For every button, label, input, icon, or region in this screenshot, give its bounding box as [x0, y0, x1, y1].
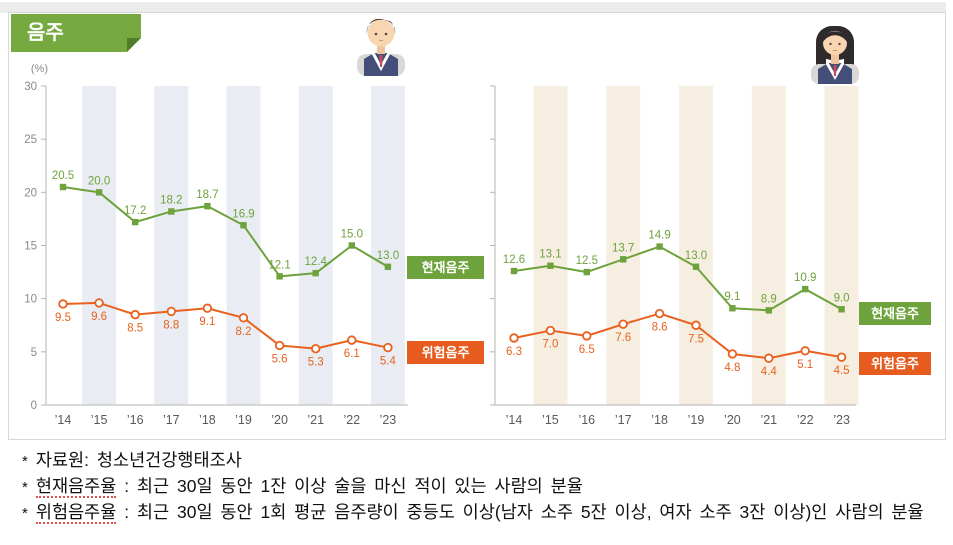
- svg-text:’16: ’16: [127, 413, 144, 427]
- svg-text:’19: ’19: [235, 413, 252, 427]
- svg-text:9.5: 9.5: [55, 312, 71, 324]
- svg-text:9.6: 9.6: [91, 311, 107, 323]
- svg-text:8.8: 8.8: [163, 319, 179, 331]
- svg-text:6.5: 6.5: [579, 344, 595, 356]
- charts-canvas: 051015202530(%)’14’15’16’17’18’19’20’21’…: [24, 63, 859, 427]
- female-student-icon: [811, 26, 859, 84]
- svg-text:’23: ’23: [380, 413, 397, 427]
- svg-text:30: 30: [24, 81, 37, 93]
- svg-text:16.9: 16.9: [232, 208, 254, 220]
- footnote-source-text: 청소년건강행태조사: [89, 450, 242, 470]
- svg-text:’22: ’22: [343, 413, 360, 427]
- footnote-source-term: 자료원:: [35, 450, 90, 470]
- svg-text:’14: ’14: [55, 413, 72, 427]
- svg-text:0: 0: [31, 400, 37, 412]
- svg-text:5.1: 5.1: [797, 359, 813, 371]
- svg-text:18.2: 18.2: [160, 194, 182, 206]
- svg-text:12.5: 12.5: [576, 255, 598, 267]
- svg-text:10: 10: [24, 294, 37, 306]
- svg-text:9.1: 9.1: [199, 316, 215, 328]
- footnotes: * 자료원: 청소년건강행태조사 * 현재음주율 : 최근 30일 동안 1잔 이상…: [10, 448, 946, 526]
- svg-text:13.7: 13.7: [612, 242, 634, 254]
- svg-text:(%): (%): [31, 63, 48, 75]
- top-divider-strip: [0, 2, 946, 13]
- footnote-current-term: 현재음주율: [35, 476, 117, 498]
- legend-risk-drinking-male: 위험음주: [407, 341, 484, 364]
- svg-text:18.7: 18.7: [196, 189, 218, 201]
- bullet: *: [22, 453, 28, 470]
- svg-text:’20: ’20: [271, 413, 288, 427]
- svg-text:’14: ’14: [506, 413, 523, 427]
- legend-current-drinking-male: 현재음주: [407, 256, 484, 279]
- bullet: *: [22, 505, 28, 522]
- svg-text:12.4: 12.4: [305, 256, 328, 268]
- svg-text:17.2: 17.2: [124, 205, 146, 217]
- svg-text:5.6: 5.6: [272, 353, 288, 365]
- svg-text:8.2: 8.2: [236, 326, 252, 338]
- svg-text:7.0: 7.0: [542, 339, 558, 351]
- svg-text:’17: ’17: [615, 413, 632, 427]
- svg-text:4.4: 4.4: [761, 366, 778, 378]
- svg-text:9.0: 9.0: [834, 292, 850, 304]
- svg-text:’21: ’21: [760, 413, 777, 427]
- svg-text:’22: ’22: [797, 413, 814, 427]
- svg-text:10.9: 10.9: [794, 272, 816, 284]
- svg-text:’18: ’18: [651, 413, 668, 427]
- svg-text:5: 5: [31, 347, 37, 359]
- chart-male: 0 5 10 15 20 25 30 (%) ’14 ’15 ’16 ’17 ’18 ’19 ’20 ’21 ’…: [24, 63, 408, 427]
- svg-text:9.1: 9.1: [724, 291, 740, 303]
- svg-text:12.6: 12.6: [503, 254, 525, 266]
- svg-text:20.5: 20.5: [52, 170, 74, 182]
- svg-text:5.3: 5.3: [308, 357, 324, 369]
- svg-text:4.8: 4.8: [724, 362, 740, 374]
- svg-text:6.3: 6.3: [506, 346, 522, 358]
- svg-text:8.9: 8.9: [761, 293, 777, 305]
- svg-text:13.0: 13.0: [685, 250, 707, 262]
- svg-text:12.1: 12.1: [268, 259, 290, 271]
- legend-risk-drinking-female: 위험음주: [859, 352, 931, 375]
- svg-text:7.5: 7.5: [688, 333, 704, 345]
- footnote-risk-drinking-def: * 위험음주율 : 최근 30일 동안 1회 평균 음주량이 중등도 이상(남자 …: [10, 500, 946, 526]
- svg-text:’18: ’18: [199, 413, 216, 427]
- svg-text:13.1: 13.1: [539, 249, 561, 261]
- svg-text:’17: ’17: [163, 413, 180, 427]
- svg-text:’15: ’15: [542, 413, 559, 427]
- male-student-icon: [357, 18, 405, 76]
- svg-text:14.9: 14.9: [648, 230, 670, 242]
- page-title: 음주: [11, 14, 141, 52]
- footnote-risk-text: : 최근 30일 동안 1회 평균 음주량이 중등도 이상(남자 소주 5잔 이…: [116, 502, 924, 522]
- svg-text:’20: ’20: [724, 413, 741, 427]
- legend-current-drinking-female: 현재음주: [859, 302, 931, 325]
- svg-text:6.1: 6.1: [344, 348, 360, 360]
- chart-panel: 음주 0 5 10 15 20 25 30 (%) ’14’15’16’17’18’19’20’…: [8, 12, 946, 440]
- svg-text:’23: ’23: [833, 413, 850, 427]
- svg-text:7.6: 7.6: [615, 332, 631, 344]
- svg-text:13.0: 13.0: [377, 250, 399, 262]
- svg-text:4.5: 4.5: [834, 365, 850, 377]
- footnote-current-drinking-def: * 현재음주율 : 최근 30일 동안 1잔 이상 술을 마신 적이 있는 사람의…: [10, 474, 946, 500]
- footnote-source: * 자료원: 청소년건강행태조사: [10, 448, 946, 474]
- svg-text:15.0: 15.0: [341, 229, 363, 241]
- svg-text:’21: ’21: [307, 413, 324, 427]
- svg-text:20.0: 20.0: [88, 175, 110, 187]
- chart-female: ’14 ’15 ’16 ’17 ’18 ’19 ’20 ’21 ’22 ’23 12.6 13.1 12…: [490, 85, 859, 427]
- footnote-current-text: : 최근 30일 동안 1잔 이상 술을 마신 적이 있는 사람의 분율: [116, 476, 583, 496]
- svg-text:25: 25: [24, 134, 37, 146]
- svg-text:8.6: 8.6: [652, 322, 668, 334]
- svg-text:20: 20: [24, 187, 37, 199]
- svg-text:15: 15: [24, 241, 37, 253]
- svg-text:’19: ’19: [688, 413, 705, 427]
- svg-text:8.5: 8.5: [127, 323, 143, 335]
- svg-text:5.4: 5.4: [380, 356, 397, 368]
- footnote-risk-term: 위험음주율: [35, 502, 117, 524]
- bullet: *: [22, 479, 28, 496]
- svg-text:’15: ’15: [91, 413, 108, 427]
- svg-text:’16: ’16: [578, 413, 595, 427]
